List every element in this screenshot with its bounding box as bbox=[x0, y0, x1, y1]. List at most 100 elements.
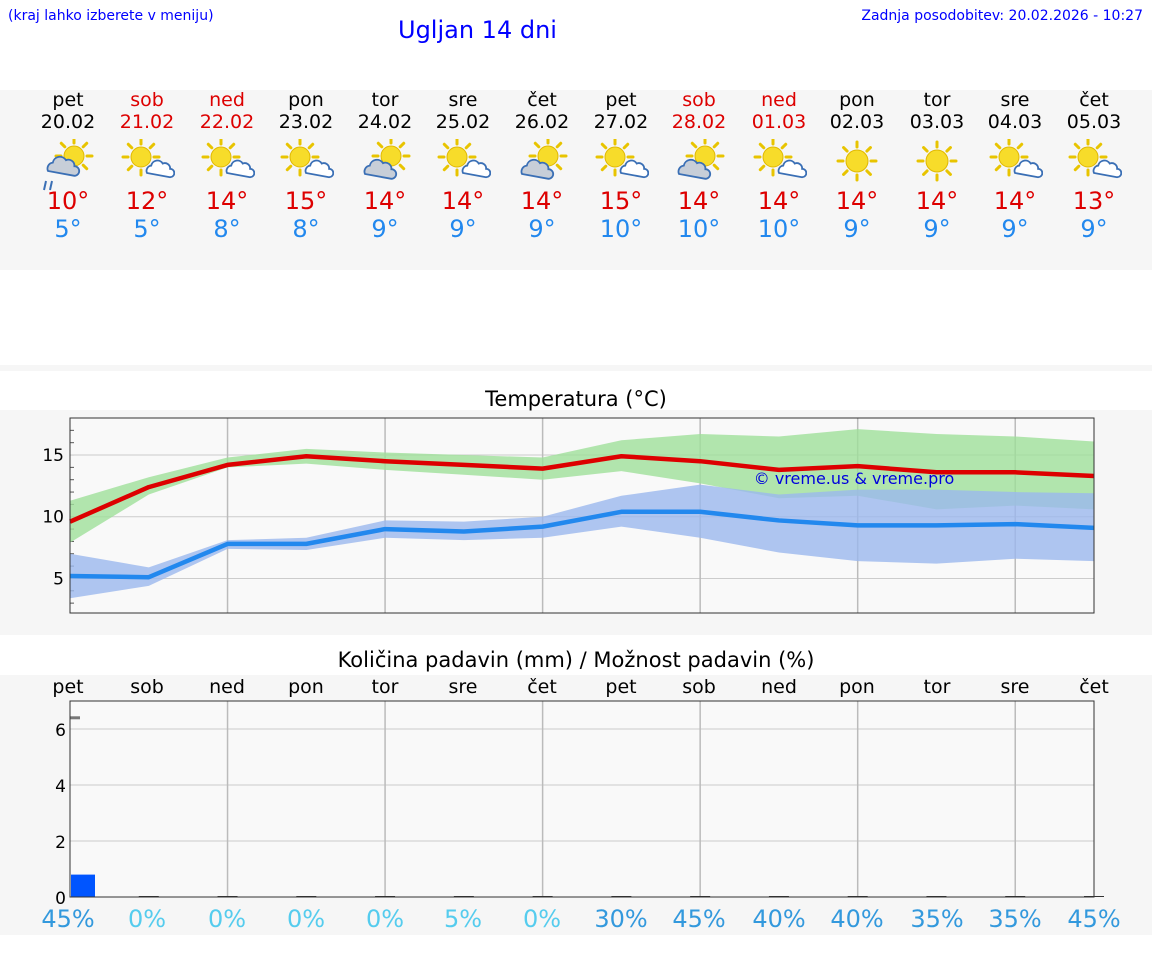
min-temp: 8° bbox=[292, 215, 320, 243]
day-date: 23.02 bbox=[278, 111, 334, 133]
day-date: 04.03 bbox=[987, 111, 1043, 133]
precip-probability: 45% bbox=[41, 905, 94, 933]
day-name: ned bbox=[209, 89, 245, 111]
x-day-label: ned bbox=[209, 676, 245, 698]
precip-probability: 0% bbox=[128, 905, 166, 933]
day-column: sob 21.02 12° 5° bbox=[108, 89, 186, 243]
day-name: pon bbox=[839, 89, 875, 111]
x-day-label: ned bbox=[761, 676, 797, 698]
y-tick-label: 10 bbox=[42, 508, 64, 528]
last-updated: Zadnja posodobitev: 20.02.2026 - 10:27 bbox=[861, 8, 1143, 24]
y-tick-label: 6 bbox=[55, 721, 66, 741]
min-temp: 5° bbox=[54, 215, 82, 243]
max-temp: 12° bbox=[125, 187, 169, 215]
precip-probability: 0% bbox=[523, 905, 561, 933]
day-name: sre bbox=[1000, 89, 1030, 111]
max-temp: 14° bbox=[363, 187, 407, 215]
forecast-band bbox=[0, 90, 1152, 270]
day-date: 26.02 bbox=[514, 111, 570, 133]
day-name: sre bbox=[448, 89, 478, 111]
precip-probability: 30% bbox=[594, 905, 647, 933]
day-name: pet bbox=[52, 89, 84, 111]
day-name: ned bbox=[761, 89, 797, 111]
precip-probability: 40% bbox=[830, 905, 883, 933]
precip-probability: 40% bbox=[752, 905, 805, 933]
day-column: čet 05.03 13° 9° bbox=[1055, 89, 1133, 243]
day-name: čet bbox=[1079, 89, 1109, 111]
sun-cloud-icon bbox=[280, 139, 334, 179]
max-temp: 14° bbox=[993, 187, 1037, 215]
day-column: tor 24.02 14° 9° bbox=[346, 89, 424, 243]
min-temp: 9° bbox=[1001, 215, 1029, 243]
plot-frame bbox=[69, 700, 1095, 898]
min-temp: 9° bbox=[923, 215, 951, 243]
max-temp: 15° bbox=[284, 187, 328, 215]
min-temp: 9° bbox=[371, 215, 399, 243]
day-column: pon 23.02 15° 8° bbox=[267, 89, 345, 243]
y-tick-label: 5 bbox=[53, 569, 64, 589]
day-column: pet 20.02 10° 5° bbox=[29, 89, 107, 243]
max-temp: 10° bbox=[46, 187, 90, 215]
temperature-chart: 5 10 15 © vreme.us & vreme.pro bbox=[42, 417, 1095, 614]
day-name: tor bbox=[371, 89, 399, 111]
min-temp: 8° bbox=[213, 215, 241, 243]
min-temp-line bbox=[69, 509, 1095, 580]
day-date: 21.02 bbox=[119, 111, 175, 133]
day-column: pon 02.03 14° 9° bbox=[818, 89, 896, 243]
day-column: sre 25.02 14° 9° bbox=[424, 89, 502, 243]
sun-cloud-icon bbox=[121, 139, 175, 179]
day-column: čet 26.02 14° 9° bbox=[503, 89, 581, 243]
day-date: 05.03 bbox=[1066, 111, 1122, 133]
precipitation-chart-title: Količina padavin (mm) / Možnost padavin … bbox=[337, 648, 815, 672]
precipitation-chart: pet sob ned pon tor sre čet pet sob ned pon tor sre č… bbox=[41, 676, 1120, 933]
copyright-watermark: © vreme.us & vreme.pro bbox=[754, 469, 955, 488]
y-tick-label: 0 bbox=[55, 889, 66, 909]
day-date: 22.02 bbox=[199, 111, 255, 133]
x-day-label: sob bbox=[682, 676, 716, 698]
x-day-label: pet bbox=[605, 676, 636, 698]
precip-bar bbox=[71, 874, 95, 897]
max-temp: 14° bbox=[677, 187, 721, 215]
min-temp: 9° bbox=[843, 215, 871, 243]
cloud-sun-icon bbox=[520, 139, 568, 180]
separator-band bbox=[0, 365, 1152, 371]
min-temp: 9° bbox=[528, 215, 556, 243]
max-temp-line bbox=[69, 454, 1095, 524]
day-date: 02.03 bbox=[829, 111, 885, 133]
cloud-sun-icon bbox=[363, 139, 411, 180]
day-date: 24.02 bbox=[357, 111, 413, 133]
max-temp: 14° bbox=[205, 187, 249, 215]
min-temp: 10° bbox=[599, 215, 643, 243]
min-temp: 5° bbox=[133, 215, 161, 243]
day-date: 20.02 bbox=[40, 111, 96, 133]
day-column: sre 04.03 14° 9° bbox=[976, 89, 1054, 243]
sun-icon bbox=[836, 140, 878, 182]
sun-cloud-icon bbox=[201, 139, 255, 179]
day-name: pon bbox=[288, 89, 324, 111]
sun-cloud-icon bbox=[437, 139, 491, 179]
max-temp: 14° bbox=[835, 187, 879, 215]
sun-cloud-icon bbox=[1068, 139, 1122, 179]
day-name: pet bbox=[605, 89, 637, 111]
day-date: 01.03 bbox=[751, 111, 807, 133]
x-day-label: čet bbox=[527, 676, 557, 698]
day-column: sob 28.02 14° 10° bbox=[660, 89, 738, 243]
sun-cloud-icon bbox=[989, 139, 1043, 179]
partly-cloudy-drizzle-icon bbox=[46, 139, 94, 177]
day-date: 25.02 bbox=[435, 111, 491, 133]
x-day-label: pet bbox=[52, 676, 83, 698]
max-temp: 14° bbox=[915, 187, 959, 215]
precip-probability: 0% bbox=[287, 905, 325, 933]
x-day-label: pon bbox=[288, 676, 324, 698]
y-tick-label: 2 bbox=[55, 833, 66, 853]
x-day-label: sre bbox=[1001, 676, 1030, 698]
location-hint-link[interactable]: (kraj lahko izberete v meniju) bbox=[8, 8, 214, 24]
x-day-label: tor bbox=[924, 676, 951, 698]
drizzle-icon bbox=[42, 177, 56, 191]
y-tick-label: 4 bbox=[55, 777, 66, 797]
max-temp: 15° bbox=[599, 187, 643, 215]
day-column: ned 22.02 14° 8° bbox=[188, 89, 266, 243]
day-name: čet bbox=[527, 89, 557, 111]
page-title: Ugljan 14 dni bbox=[398, 16, 557, 44]
sun-cloud-icon bbox=[753, 139, 807, 179]
